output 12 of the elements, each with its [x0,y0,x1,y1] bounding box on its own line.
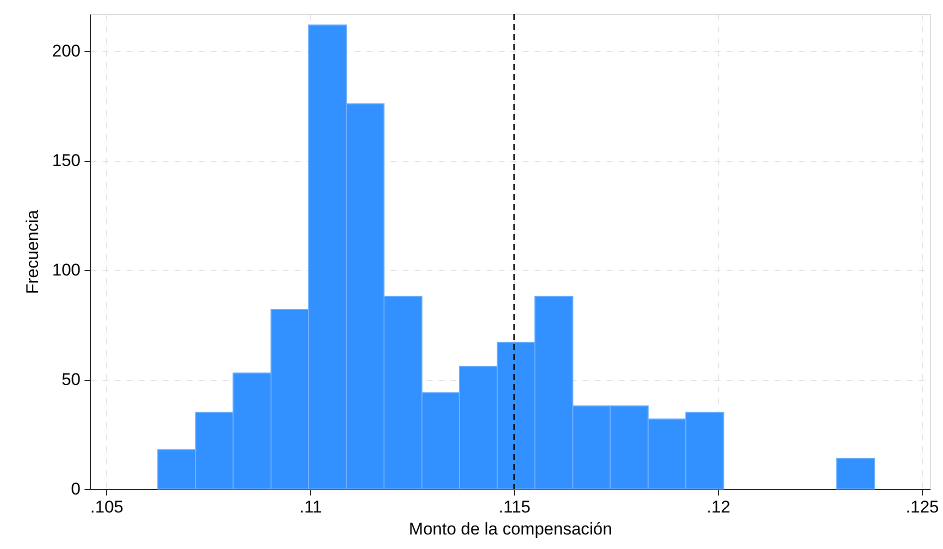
y-axis-title: Frecuencia [23,209,42,294]
x-tick-label: .11 [300,498,322,516]
y-tick-label: 150 [52,151,80,170]
x-tick-label: .105 [90,498,124,516]
x-axis-title: Monto de la compensación [408,520,612,538]
x-tick-label: .115 [498,498,530,516]
y-tick-label: 50 [62,370,80,390]
x-tick-label: .12 [706,498,730,516]
y-tick-label: 200 [52,42,80,61]
x-tick-label: .125 [906,498,939,516]
y-tick-label: 100 [52,260,80,280]
y-tick-label: 0 [71,480,80,498]
